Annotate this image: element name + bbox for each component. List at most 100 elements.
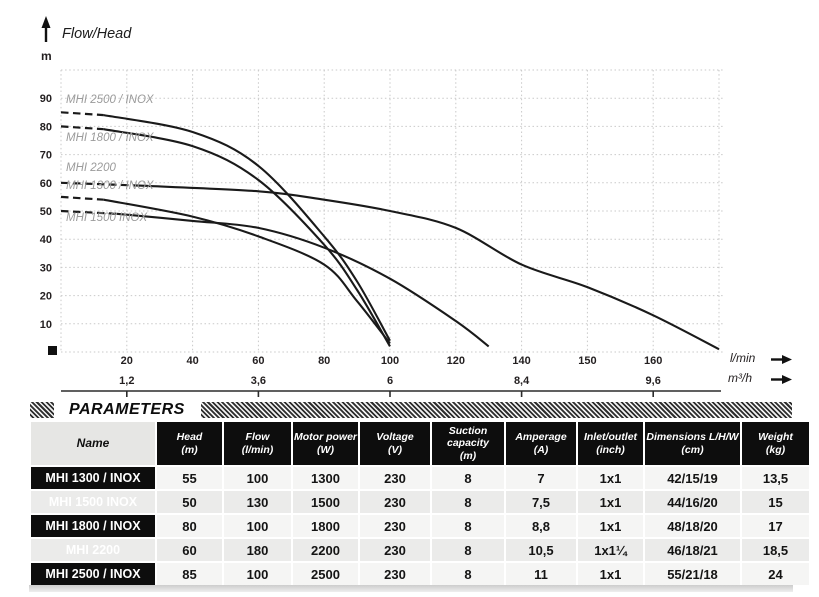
curve-label: MHI 1800 / INOX [66, 132, 155, 144]
pump-curves: MHI 2500 / INOX MHI 1800 / INOX MHI 2200 MH… [60, 94, 720, 351]
column-header: Motor power (W) [293, 422, 358, 466]
table-cell: 8 [432, 491, 504, 514]
table-cell: 55 [157, 467, 222, 490]
table-cell: 7 [506, 467, 576, 490]
parameters-table: Name Head (m) Flow (l/min) Motor power (W) Volt… [29, 420, 809, 587]
table-bottom-shadow [29, 585, 793, 592]
svg-text:1,2: 1,2 [119, 375, 134, 387]
table-row: MHI 2500 / INOX 85 100 2500 230 8 11 1x1 55/21/1… [31, 563, 809, 586]
svg-text:9,6: 9,6 [646, 375, 661, 387]
x-axis-labels: 20 40 60 80 100 120 140 150 160 [121, 355, 663, 367]
svg-text:8,4: 8,4 [514, 375, 530, 387]
svg-text:120: 120 [447, 355, 465, 367]
table-row: MHI 1500 INOX 50 130 1500 230 8 7,5 1x1 44/16/20… [31, 491, 809, 514]
table-cell: 1300 [293, 467, 358, 490]
table-cell: 1x1¼ [578, 539, 643, 562]
table-cell: 80 [157, 515, 222, 538]
table-cell: 100 [224, 515, 291, 538]
table-cell: 50 [157, 491, 222, 514]
table-cell: 1x1 [578, 491, 643, 514]
table-cell: 100 [224, 467, 291, 490]
table-cell: 13,5 [742, 467, 809, 490]
curve-label: MHI 2200 [66, 162, 116, 174]
svg-text:90: 90 [40, 93, 52, 105]
table-cell: 1500 [293, 491, 358, 514]
table-cell: 230 [360, 515, 430, 538]
column-header: Amperage (A) [506, 422, 576, 466]
parameters-title: PARAMETERS [60, 402, 195, 418]
pump-curve-3: MHI 1300 / INOX [60, 180, 391, 345]
y-axis-labels: 10 20 30 40 50 60 70 80 90 [40, 93, 52, 331]
table-cell: 8,8 [506, 515, 576, 538]
table-cell: 8 [432, 515, 504, 538]
svg-text:3,6: 3,6 [251, 375, 266, 387]
svg-text:30: 30 [40, 262, 52, 274]
table-cell: 60 [157, 539, 222, 562]
column-header: Voltage (V) [360, 422, 430, 466]
pump-curve-4: MHI 1500 INOX [60, 209, 490, 348]
svg-text:160: 160 [644, 355, 662, 367]
table-cell: 1800 [293, 515, 358, 538]
curve-label: MHI 1300 / INOX [66, 180, 155, 192]
hatch-decoration-icon [200, 402, 792, 418]
parameters-band: PARAMETERS [30, 402, 792, 418]
table-cell: 8 [432, 563, 504, 586]
svg-text:80: 80 [40, 121, 52, 133]
column-header: Weight (kg) [742, 422, 809, 466]
svg-text:70: 70 [40, 150, 52, 162]
table-cell: 230 [360, 467, 430, 490]
row-name-cell: MHI 2200 [31, 539, 155, 562]
table-cell: 46/18/21 [645, 539, 740, 562]
secondary-axis: 1,2 3,6 6 8,4 9,6 [61, 375, 721, 397]
svg-text:40: 40 [186, 355, 198, 367]
table-cell: 130 [224, 491, 291, 514]
pump-curve-2: MHI 2200 [60, 162, 720, 351]
hatch-decoration-icon [30, 402, 54, 418]
svg-text:40: 40 [40, 234, 52, 246]
curve-label: MHI 2500 / INOX [66, 94, 155, 106]
column-header: Dimensions L/H/W (cm) [645, 422, 740, 466]
axis-arrow-icons [41, 16, 792, 384]
table-cell: 85 [157, 563, 222, 586]
table-cell: 18,5 [742, 539, 809, 562]
column-header: Head (m) [157, 422, 222, 466]
svg-text:80: 80 [318, 355, 330, 367]
chart-grid [60, 69, 725, 353]
table-cell: 7,5 [506, 491, 576, 514]
table-cell: 100 [224, 563, 291, 586]
table-header-row: Name Head (m) Flow (l/min) Motor power (W) Volt… [31, 422, 809, 466]
column-header: Inlet/outlet (inch) [578, 422, 643, 466]
table-row: MHI 1300 / INOX 55 100 1300 230 8 7 1x1 42/15/19… [31, 467, 809, 490]
origin-marker [48, 346, 57, 355]
x-axis-unit-m3h-label: m³/h [728, 371, 752, 385]
row-name-cell: MHI 1800 / INOX [31, 515, 155, 538]
svg-text:6: 6 [387, 375, 393, 387]
table-cell: 15 [742, 491, 809, 514]
table-cell: 17 [742, 515, 809, 538]
table-cell: 1x1 [578, 563, 643, 586]
column-header: Flow (l/min) [224, 422, 291, 466]
table-cell: 230 [360, 563, 430, 586]
svg-text:20: 20 [121, 355, 133, 367]
chart-title: Flow/Head [62, 26, 132, 42]
table-cell: 11 [506, 563, 576, 586]
column-header: Suction capacity (m) [432, 422, 504, 466]
table-cell: 44/16/20 [645, 491, 740, 514]
table-cell: 230 [360, 539, 430, 562]
column-header: Name [31, 422, 155, 466]
svg-text:60: 60 [252, 355, 264, 367]
y-axis-unit-label: m [41, 49, 52, 63]
svg-text:50: 50 [40, 206, 52, 218]
svg-text:150: 150 [578, 355, 596, 367]
table-row: MHI 1800 / INOX 80 100 1800 230 8 8,8 1x1 48/18/… [31, 515, 809, 538]
row-name-cell: MHI 2500 / INOX [31, 563, 155, 586]
table-cell: 55/21/18 [645, 563, 740, 586]
table-cell: 8 [432, 539, 504, 562]
table-cell: 10,5 [506, 539, 576, 562]
svg-text:20: 20 [40, 291, 52, 303]
flow-head-chart: MHI 2500 / INOX MHI 1800 / INOX MHI 2200 MH… [40, 16, 792, 397]
table-cell: 1x1 [578, 467, 643, 490]
table-cell: 2200 [293, 539, 358, 562]
table-cell: 180 [224, 539, 291, 562]
